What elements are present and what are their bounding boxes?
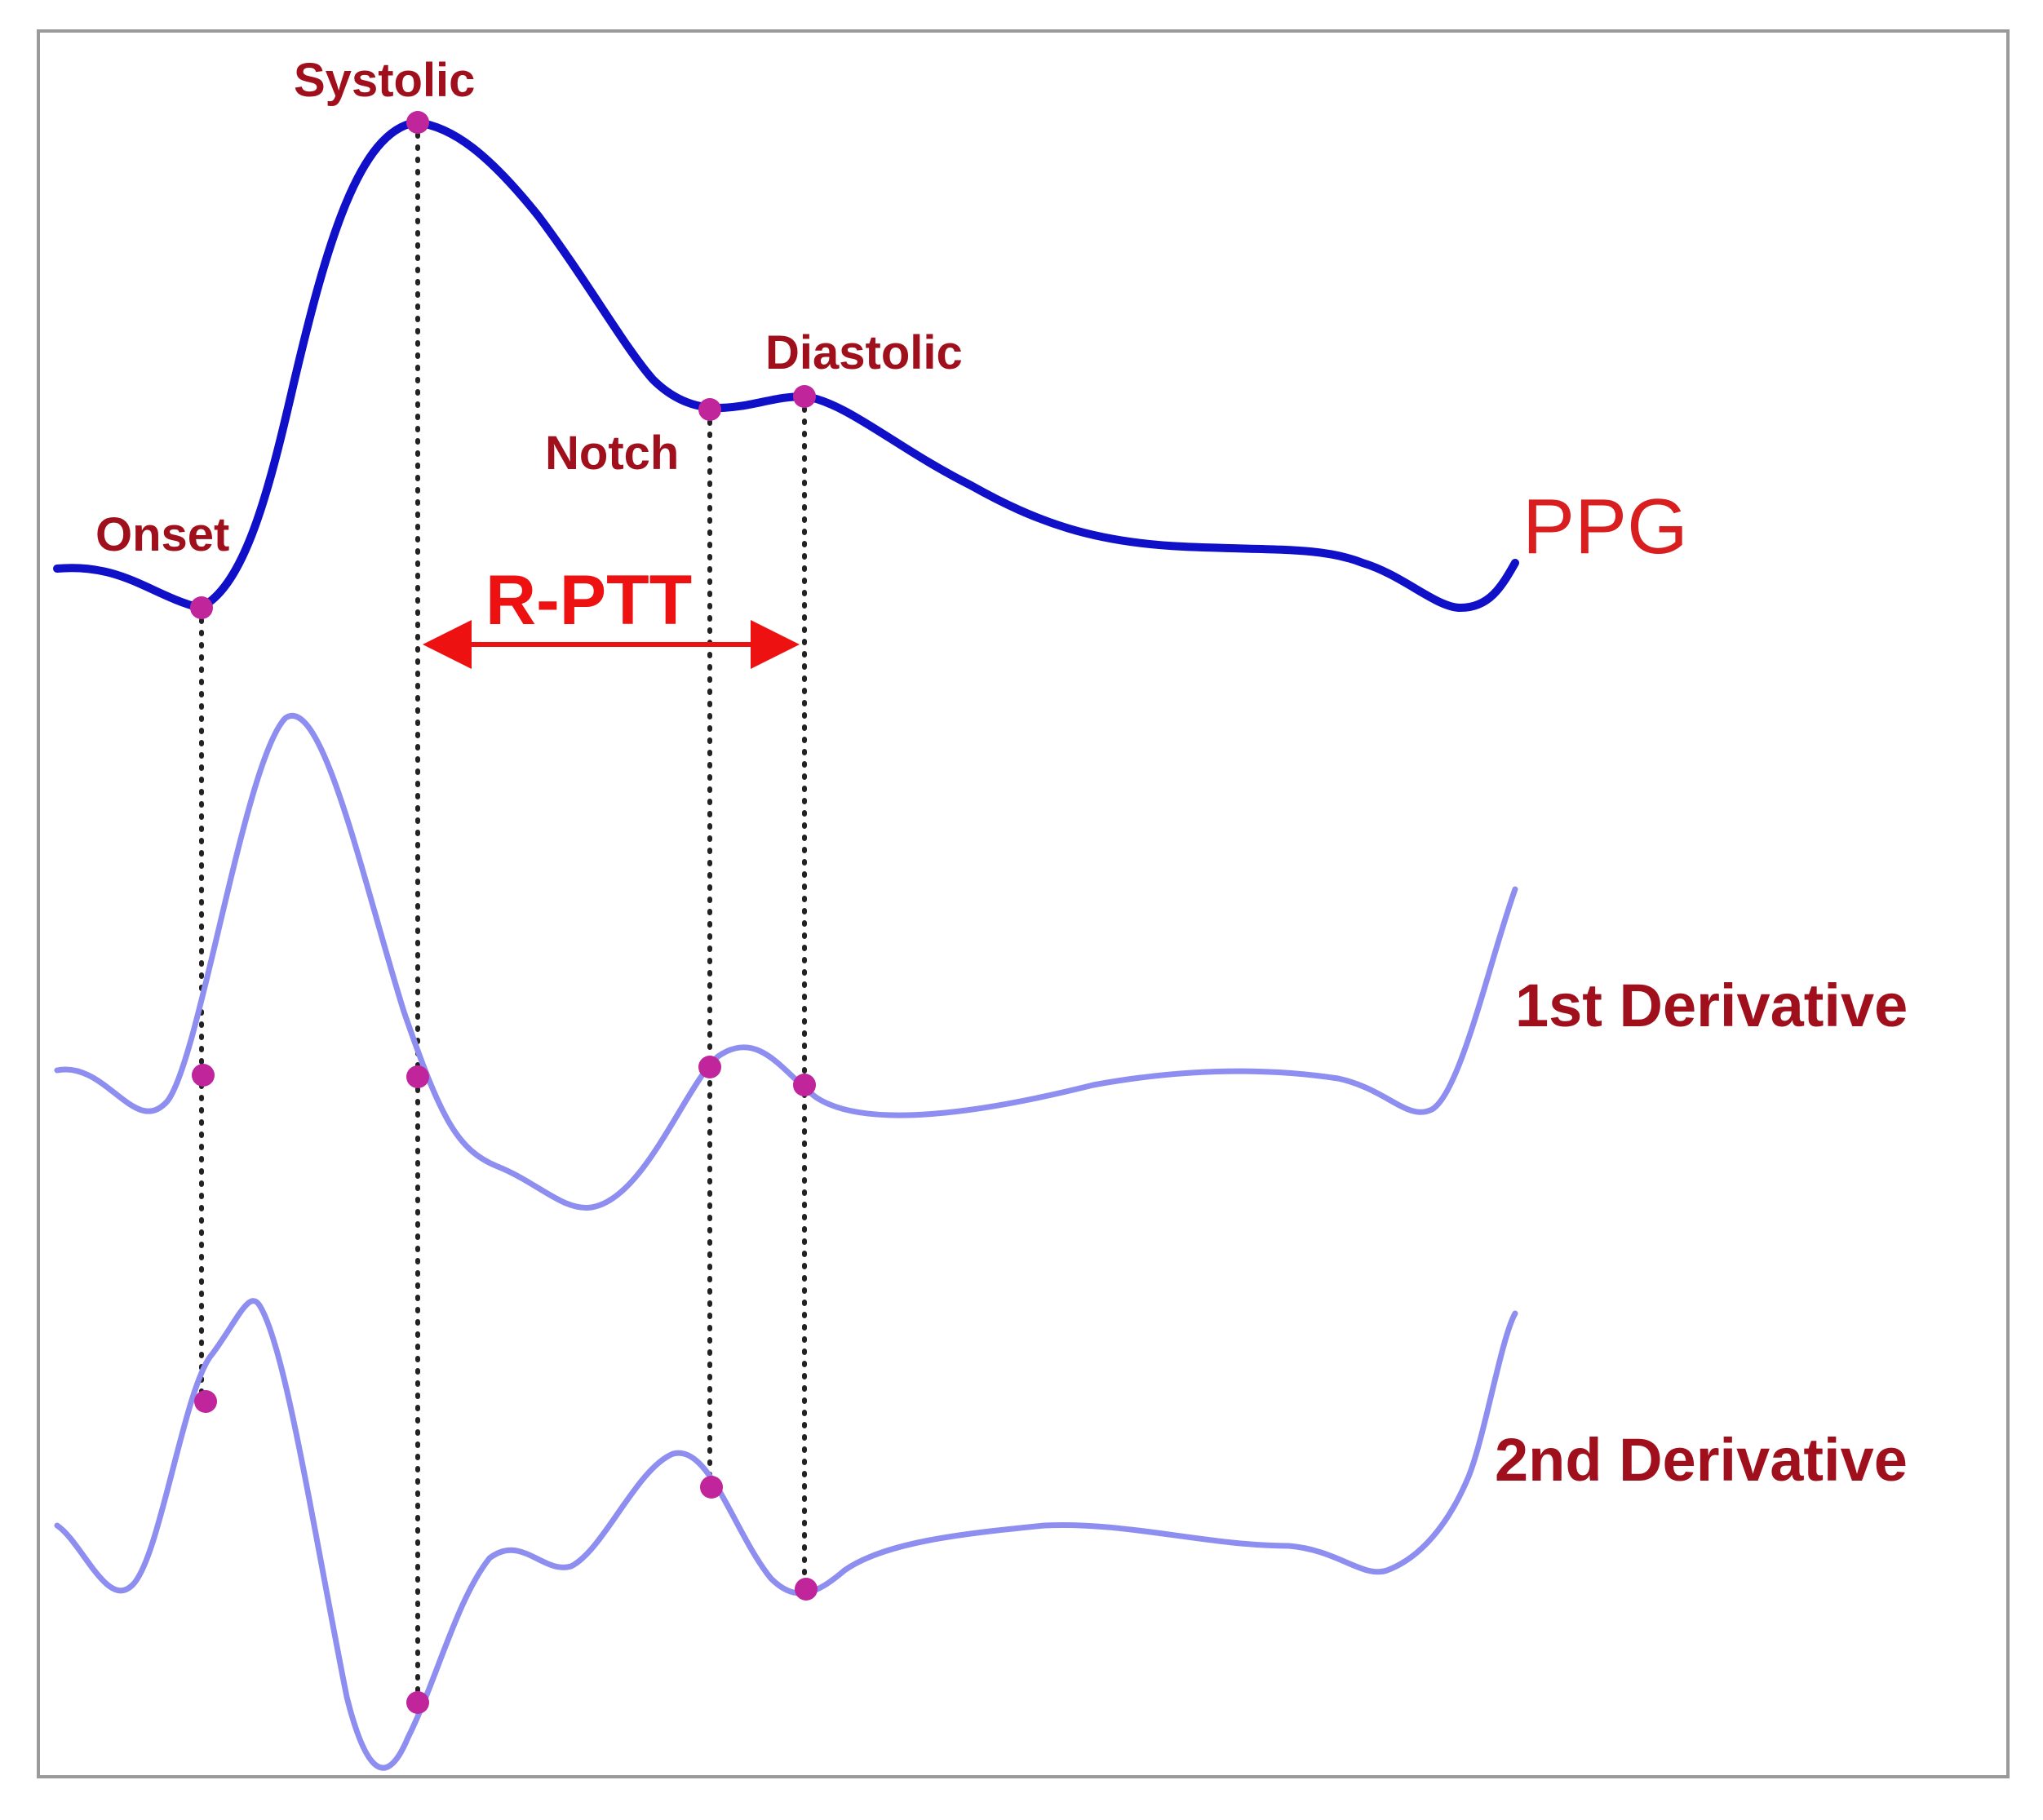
marker-ppg-diastolic	[793, 385, 816, 408]
marker-ppg-systolic	[406, 111, 429, 134]
marker-d2-onset	[194, 1390, 217, 1413]
second-derivative-trace	[54, 1298, 1518, 1771]
marker-d1-systolic	[406, 1065, 429, 1088]
marker-d2-systolic	[406, 1691, 429, 1714]
label-systolic: Systolic	[294, 54, 475, 107]
marker-ppg-notch	[698, 398, 721, 421]
label-diastolic: Diastolic	[765, 326, 963, 379]
point-markers	[190, 111, 818, 1714]
marker-d1-diastolic	[793, 1074, 816, 1096]
label-onset: Onset	[95, 508, 229, 561]
marker-d2-diastolic	[795, 1578, 818, 1601]
marker-ppg-onset	[190, 596, 213, 619]
label-second-derivative: 2nd Derivative	[1495, 1426, 1908, 1494]
label-ppg: PPG	[1522, 483, 1688, 570]
ppg-trace	[53, 118, 1519, 612]
marker-d1-onset	[192, 1064, 215, 1087]
label-r-ptt: R-PTT	[485, 561, 692, 640]
label-notch: Notch	[545, 427, 679, 480]
marker-d2-notch	[700, 1476, 723, 1499]
label-first-derivative: 1st Derivative	[1515, 972, 1908, 1039]
first-derivative-trace	[54, 713, 1518, 1211]
marker-d1-notch	[698, 1056, 721, 1078]
figure-frame	[37, 29, 2010, 1778]
